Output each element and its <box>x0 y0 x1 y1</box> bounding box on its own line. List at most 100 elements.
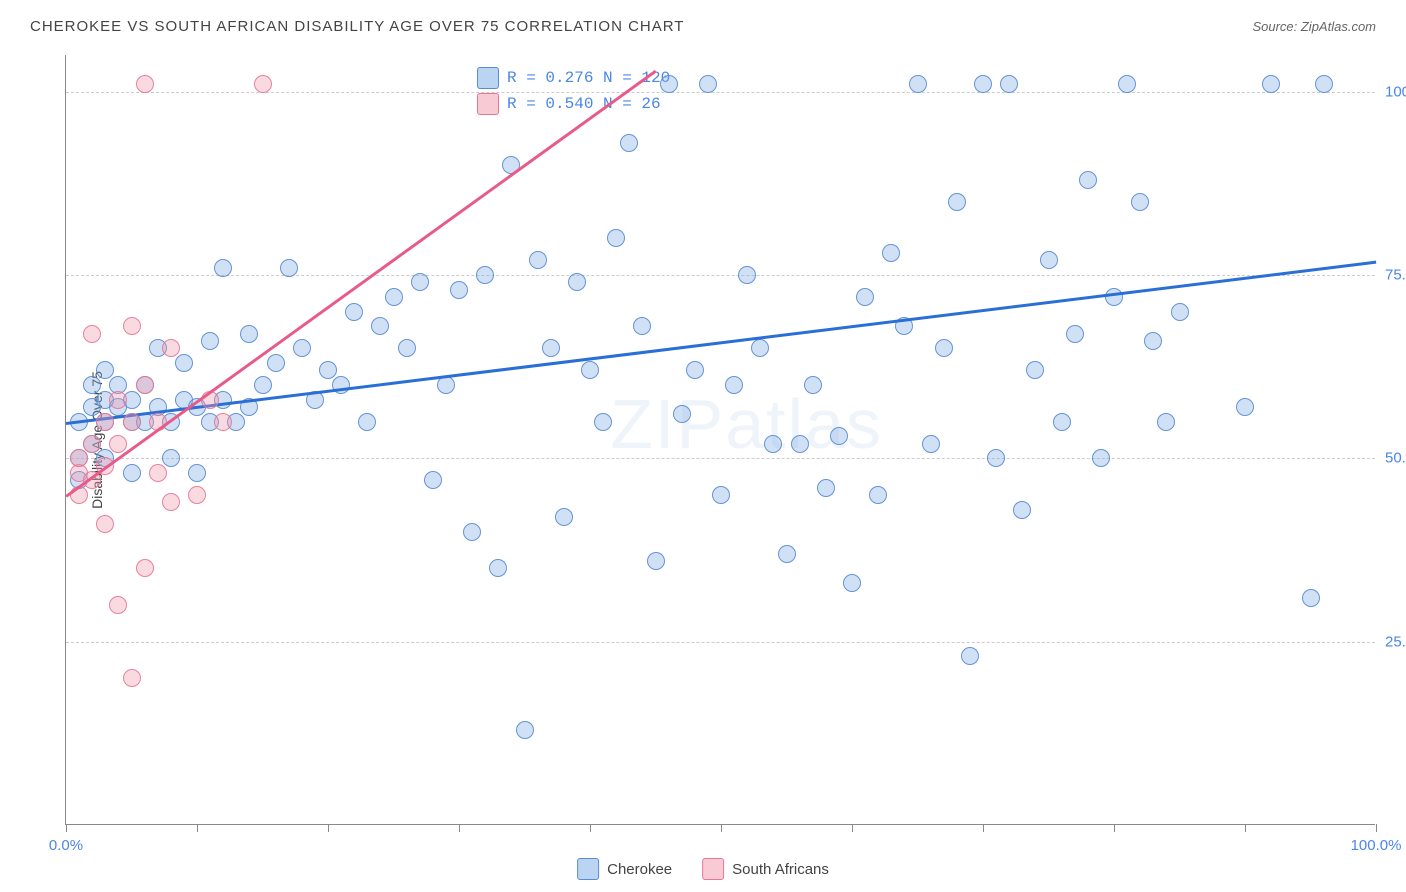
data-point <box>673 405 691 423</box>
data-point <box>882 244 900 262</box>
data-point <box>109 596 127 614</box>
chart-title: CHEROKEE VS SOUTH AFRICAN DISABILITY AGE… <box>30 18 684 35</box>
data-point <box>830 427 848 445</box>
x-tick <box>197 824 198 832</box>
data-point <box>136 75 154 93</box>
data-point <box>581 361 599 379</box>
data-point <box>83 325 101 343</box>
data-point <box>214 259 232 277</box>
data-point <box>201 332 219 350</box>
data-point <box>647 552 665 570</box>
data-point <box>214 413 232 431</box>
y-tick-label: 100.0% <box>1385 83 1406 100</box>
stats-row: R = 0.276 N = 120 <box>467 65 680 91</box>
data-point <box>358 413 376 431</box>
data-point <box>437 376 455 394</box>
data-point <box>162 339 180 357</box>
data-point <box>1013 501 1031 519</box>
data-point <box>1026 361 1044 379</box>
data-point <box>293 339 311 357</box>
data-point <box>909 75 927 93</box>
data-point <box>738 266 756 284</box>
data-point <box>516 721 534 739</box>
data-point <box>136 376 154 394</box>
data-point <box>922 435 940 453</box>
stats-text: R = 0.540 N = 26 <box>507 95 661 113</box>
x-tick <box>721 824 722 832</box>
data-point <box>594 413 612 431</box>
data-point <box>123 413 141 431</box>
data-point <box>280 259 298 277</box>
data-point <box>843 574 861 592</box>
data-point <box>254 75 272 93</box>
data-point <box>1053 413 1071 431</box>
data-point <box>974 75 992 93</box>
x-tick <box>852 824 853 832</box>
data-point <box>699 75 717 93</box>
data-point <box>568 273 586 291</box>
legend-item: Cherokee <box>577 858 672 880</box>
data-point <box>489 559 507 577</box>
data-point <box>267 354 285 372</box>
data-point <box>70 449 88 467</box>
source-credit: Source: ZipAtlas.com <box>1252 19 1376 34</box>
x-tick <box>1376 824 1377 832</box>
x-tick <box>459 824 460 832</box>
data-point <box>1079 171 1097 189</box>
data-point <box>660 75 678 93</box>
data-point <box>712 486 730 504</box>
data-point <box>1144 332 1162 350</box>
data-point <box>804 376 822 394</box>
data-point <box>791 435 809 453</box>
legend-swatch <box>477 67 499 89</box>
data-point <box>83 435 101 453</box>
data-point <box>542 339 560 357</box>
data-point <box>764 435 782 453</box>
data-point <box>1131 193 1149 211</box>
title-bar: CHEROKEE VS SOUTH AFRICAN DISABILITY AGE… <box>30 18 1376 35</box>
x-tick-label: 0.0% <box>49 837 83 854</box>
data-point <box>109 435 127 453</box>
x-tick <box>590 824 591 832</box>
data-point <box>371 317 389 335</box>
x-tick <box>328 824 329 832</box>
data-point <box>987 449 1005 467</box>
data-point <box>607 229 625 247</box>
y-tick-label: 50.0% <box>1385 450 1406 467</box>
data-point <box>476 266 494 284</box>
data-point <box>96 413 114 431</box>
data-point <box>1000 75 1018 93</box>
data-point <box>856 288 874 306</box>
data-point <box>1302 589 1320 607</box>
gridline <box>66 458 1375 459</box>
data-point <box>869 486 887 504</box>
data-point <box>240 325 258 343</box>
data-point <box>778 545 796 563</box>
data-point <box>175 354 193 372</box>
data-point <box>450 281 468 299</box>
scatter-plot-area: Disability Age Over 75 ZIPatlas R = 0.27… <box>65 55 1375 825</box>
data-point <box>162 449 180 467</box>
data-point <box>1157 413 1175 431</box>
data-point <box>817 479 835 497</box>
stats-row: R = 0.540 N = 26 <box>467 91 680 117</box>
data-point <box>633 317 651 335</box>
data-point <box>529 251 547 269</box>
data-point <box>1040 251 1058 269</box>
trend-line <box>66 260 1376 424</box>
data-point <box>686 361 704 379</box>
data-point <box>1315 75 1333 93</box>
data-point <box>961 647 979 665</box>
data-point <box>83 376 101 394</box>
y-tick-label: 75.0% <box>1385 267 1406 284</box>
data-point <box>1092 449 1110 467</box>
data-point <box>948 193 966 211</box>
data-point <box>424 471 442 489</box>
data-point <box>188 464 206 482</box>
data-point <box>398 339 416 357</box>
legend-swatch <box>577 858 599 880</box>
data-point <box>345 303 363 321</box>
gridline <box>66 275 1375 276</box>
data-point <box>1105 288 1123 306</box>
x-tick <box>983 824 984 832</box>
